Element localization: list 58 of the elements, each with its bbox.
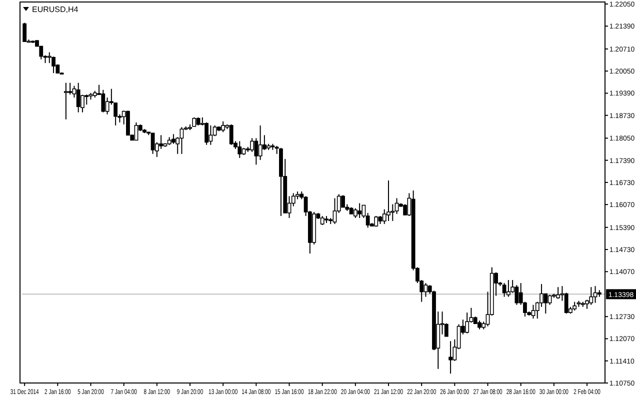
candlestick [394, 198, 399, 214]
candlestick [22, 22, 27, 42]
candlestick [502, 282, 506, 298]
candlestick [64, 82, 68, 120]
x-tick-label: 18 Jan 22:00 [308, 388, 338, 396]
x-tick-label: 13 Jan 00:00 [208, 388, 238, 396]
candlestick [180, 126, 184, 154]
x-tick-label: 8 Jan 12:00 [144, 388, 171, 396]
x-tick-label: 2 Feb 04:00 [574, 388, 601, 396]
candlestick [208, 124, 213, 146]
candlestick [250, 138, 254, 152]
candlestick [465, 312, 470, 334]
candlestick [192, 116, 196, 127]
candlestick [589, 286, 594, 306]
candlestick [105, 97, 110, 115]
candlestick [221, 120, 226, 133]
x-tick-label: 5 Jan 20:00 [78, 388, 104, 396]
candlestick [531, 304, 536, 320]
candlestick [448, 340, 452, 374]
candlestick [134, 122, 138, 141]
candlestick [332, 198, 337, 225]
candlestick [556, 286, 560, 300]
candlestick [358, 202, 362, 218]
x-tick-label: 26 Jan 00:00 [440, 388, 470, 396]
x-tick-label: 15 Jan 16:00 [274, 388, 304, 396]
candlestick [159, 134, 164, 150]
candlestick [76, 82, 80, 113]
candlestick [68, 82, 72, 96]
candlestick [258, 124, 262, 160]
x-tick-label: 2 Jan 16:00 [44, 388, 72, 396]
candlestick [254, 138, 258, 166]
candlestick [172, 134, 176, 144]
candlestick [386, 180, 390, 222]
candlestick [229, 124, 234, 146]
candlestick [514, 284, 519, 306]
candlestick [544, 293, 548, 314]
x-tick-label: 31 Dec 2014 [10, 388, 40, 396]
candlestick [320, 215, 324, 226]
chart-title: EURUSD,H4 [32, 5, 79, 14]
x-tick-label: 22 Jan 20:00 [407, 388, 437, 396]
candlestick [101, 89, 106, 113]
x-tick-label: 7 Jan 04:00 [110, 388, 138, 396]
x-tick-label: 30 Jan 00:00 [539, 388, 569, 396]
candlestick [564, 292, 568, 314]
candlestick [341, 194, 345, 208]
x-tick-label: 27 Jan 08:00 [473, 388, 503, 396]
x-tick-label: 21 Jan 12:00 [374, 388, 404, 396]
x-tick-label: 14 Jan 08:00 [242, 388, 272, 396]
candlestick [506, 280, 510, 298]
candlestick [52, 56, 56, 74]
candlestick [150, 132, 155, 154]
candlestick [84, 94, 89, 106]
candlestick [424, 282, 428, 298]
candlestick [204, 122, 208, 146]
candlestick [238, 140, 242, 158]
x-tick-label: 20 Jan 04:00 [340, 388, 370, 396]
x-tick-label: 28 Jan 16:00 [506, 388, 536, 396]
x-tick-label: 9 Jan 20:00 [176, 388, 204, 396]
